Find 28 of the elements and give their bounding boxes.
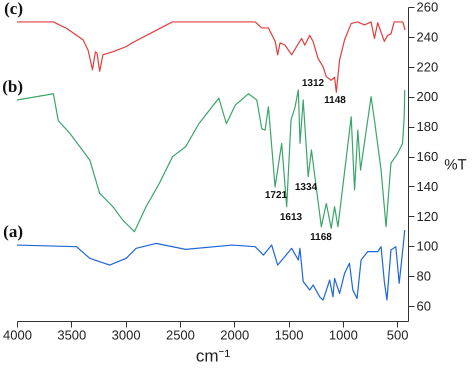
y-tick-label: 240 bbox=[416, 29, 438, 44]
y-tick-label: 260 bbox=[416, 0, 438, 14]
y-tick-label: 180 bbox=[416, 119, 438, 134]
x-tick-label: 500 bbox=[386, 328, 408, 342]
y-tick-label: 200 bbox=[416, 89, 438, 104]
y-tick-label: 80 bbox=[416, 268, 431, 284]
y-tick-label: 60 bbox=[416, 298, 431, 314]
y-axis-title: %T bbox=[444, 156, 467, 174]
x-tick-label: 2500 bbox=[166, 328, 195, 342]
annotation: 1613 bbox=[280, 212, 303, 223]
series-label: (a) bbox=[3, 222, 23, 242]
x-tick-label: 4000 bbox=[3, 328, 32, 342]
series-label: (c) bbox=[4, 0, 23, 18]
y-tick-label: 140 bbox=[416, 178, 438, 194]
y-tick-label: 120 bbox=[416, 208, 438, 224]
x-tick-label: 3000 bbox=[112, 328, 141, 342]
x-tick-label: 2000 bbox=[220, 328, 250, 342]
x-tick-label: 1000 bbox=[328, 328, 358, 342]
annotation: 1168 bbox=[310, 232, 332, 243]
series-label: (b) bbox=[2, 77, 23, 96]
y-tick-label: 160 bbox=[416, 149, 438, 164]
x-tick-label: 3500 bbox=[57, 328, 86, 342]
y-tick-label: 100 bbox=[416, 238, 438, 254]
annotation: 1148 bbox=[324, 95, 346, 106]
y-tick-label: 220 bbox=[416, 59, 438, 74]
x-tick-label: 1500 bbox=[274, 328, 304, 342]
annotation: 1312 bbox=[302, 78, 325, 89]
x-axis-title: cm⁻¹ bbox=[196, 346, 230, 366]
